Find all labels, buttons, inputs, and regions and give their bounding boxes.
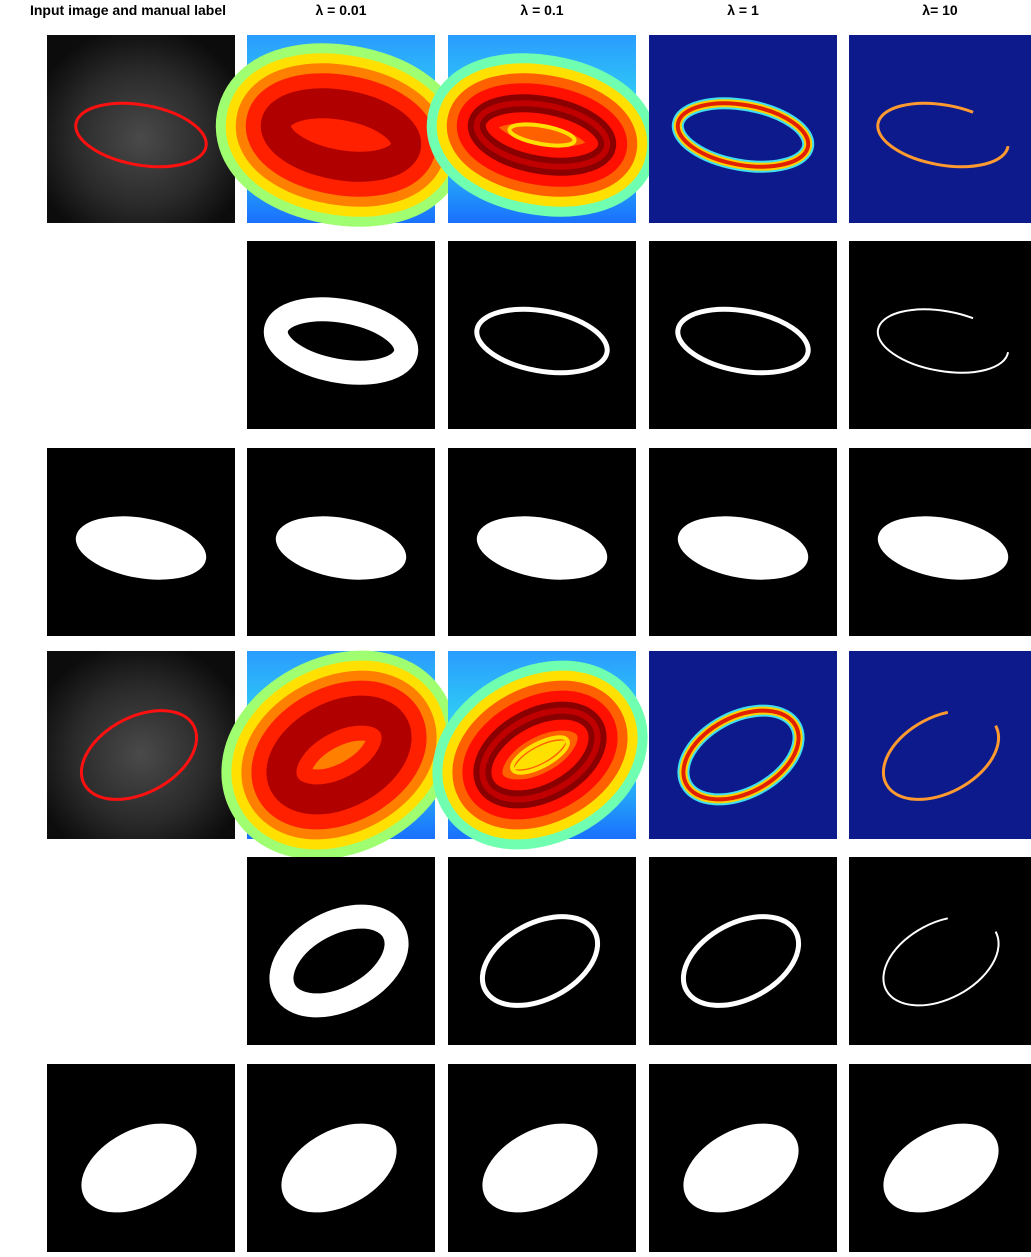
image-cell — [849, 448, 1031, 636]
image-cell — [47, 448, 235, 636]
image-cell — [448, 448, 636, 636]
page: Input image and manual label λ = 0.01 λ … — [0, 0, 1031, 1257]
heatmap — [849, 651, 1031, 839]
heatmap — [649, 651, 837, 839]
image-cell — [849, 1064, 1031, 1252]
column-header: λ = 0.1 — [520, 2, 563, 18]
image-cell — [247, 1064, 435, 1252]
image-cell — [649, 448, 837, 636]
column-header: λ = 0.01 — [316, 2, 367, 18]
mask-background — [649, 857, 837, 1045]
mask-background — [448, 857, 636, 1045]
image-cell — [849, 241, 1031, 429]
image-cell — [649, 35, 837, 223]
column-header: λ = 1 — [727, 2, 759, 18]
image-cell — [849, 857, 1031, 1045]
image-cell — [247, 35, 435, 223]
image-cell — [247, 241, 435, 429]
image-cell — [448, 1064, 636, 1252]
image-cell — [849, 35, 1031, 223]
mask-background — [849, 857, 1031, 1045]
image-cell — [649, 1064, 837, 1252]
image-cell — [649, 857, 837, 1045]
ultrasound — [47, 651, 235, 839]
image-cell — [47, 1064, 235, 1252]
image-cell — [448, 857, 636, 1045]
mask-background — [849, 241, 1031, 429]
image-cell — [448, 651, 636, 839]
image-cell — [448, 241, 636, 429]
column-header: Input image and manual label — [30, 2, 226, 18]
image-cell — [448, 35, 636, 223]
image-cell — [649, 241, 837, 429]
image-cell — [47, 35, 235, 223]
image-cell — [247, 857, 435, 1045]
image-cell — [247, 448, 435, 636]
column-header: λ= 10 — [922, 2, 958, 18]
figure: Input image and manual label λ = 0.01 λ … — [0, 0, 1031, 1252]
image-cell — [247, 651, 435, 839]
heatmap — [849, 35, 1031, 223]
image-cell — [649, 651, 837, 839]
image-cell — [47, 651, 235, 839]
image-cell — [849, 651, 1031, 839]
